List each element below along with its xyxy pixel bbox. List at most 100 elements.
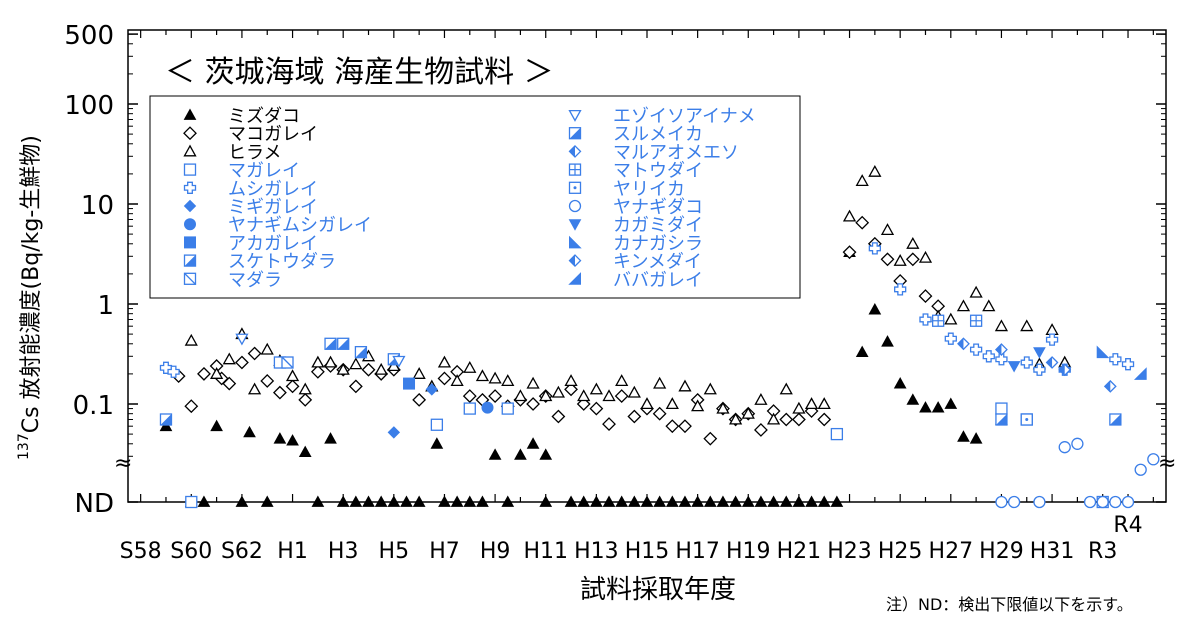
x-tick-label: H15 [625,539,670,564]
data-point [412,367,426,379]
data-point [159,413,173,426]
legend-marker [568,127,582,140]
data-point [1007,361,1021,373]
data-point [994,319,1009,332]
legend-marker [568,254,582,268]
x-tick-label: H13 [574,539,619,564]
data-point [1083,495,1097,509]
data-point [817,495,831,507]
data-point [476,495,489,507]
legend-item: ミズダコ [183,106,300,127]
data-point [501,495,515,507]
data-point [298,382,312,395]
legend-label: キンメダイ [613,252,702,273]
data-point [450,495,464,507]
data-point [403,377,416,390]
data-point [627,409,642,424]
data-point [1134,463,1147,476]
x-tick-label: R3 [1088,539,1117,564]
x-axis: S58 S60 S62 H1 H3 H5 H7 H9 H11 H13 H15 H17 H19 H21 H23… [120,30,1154,564]
x-tick-label: H29 [979,539,1024,564]
data-point [855,215,870,230]
data-point [766,412,781,425]
data-point [1096,495,1109,509]
legend-marker [183,144,197,157]
data-point [336,362,350,375]
data-point [830,495,844,507]
data-point [691,399,705,412]
data-point [1071,437,1084,450]
data-point [185,495,198,509]
data-point [462,389,477,404]
data-point [1020,356,1033,369]
data-point [551,409,566,424]
data-point [235,355,249,370]
y-axis-label: 137Cs 放射能濃度(Bq/kg-生鮮物) [16,135,44,460]
data-point [614,389,629,404]
data-point [243,425,256,438]
data-point [450,374,464,387]
data-point [982,350,995,363]
data-point [919,401,932,413]
data-point [564,374,578,387]
data-point [197,366,211,381]
legend-label: マガレイ [228,161,300,182]
data-point [741,406,755,419]
data-point [652,406,667,421]
x-tick-label: H3 [328,539,359,564]
data-point [387,426,401,439]
data-point [222,352,236,365]
x-tick-label: H7 [429,539,460,564]
legend-marker [183,108,197,120]
data-point [842,209,857,222]
legend-item: ヤリイカ [568,179,685,200]
data-point [615,495,629,507]
data-point [501,374,515,387]
data-point [703,382,717,395]
legend-item: アカガレイ [184,233,318,254]
data-point [602,417,616,431]
legend-item: ミギガレイ [183,197,318,218]
legend-item: ババガレイ [568,270,703,291]
legend-label: マダラ [228,270,282,291]
data-point [691,495,704,507]
legend-item: スケトウダラ [183,252,336,273]
legend-label: ヤナギムシガレイ [228,215,372,236]
data-point [361,362,376,377]
data-point [792,401,806,414]
data-point [716,401,730,414]
data-point [665,419,680,434]
legend-marker [568,199,582,213]
data-point [311,355,325,368]
legend-marker [568,144,582,158]
data-point [678,419,692,434]
legend-label: ヤナギダコ [613,197,703,218]
data-point [918,250,933,263]
data-point [906,393,920,405]
data-point [995,495,1008,509]
data-point [514,448,527,460]
legend-item: カナガシラ [569,233,703,254]
legend-marker [568,181,582,194]
data-point [868,242,882,255]
data-point [539,495,553,507]
data-point [577,389,591,402]
legend-item: マコガレイ [183,124,318,145]
data-point [918,289,933,304]
data-point [804,397,819,410]
data-point [348,379,363,394]
data-point [931,401,945,413]
data-point [412,495,426,507]
data-point [589,382,603,395]
legend-item: ヤナギダコ [568,197,703,218]
data-point [995,353,1008,366]
data-point [374,362,388,375]
data-points [159,164,1160,509]
data-point [400,495,413,507]
x-tick-label: H5 [379,539,410,564]
legend-item: ヤナギムシガレイ [184,215,372,236]
data-point [285,379,300,394]
data-point [1109,353,1122,366]
data-point [564,382,578,397]
